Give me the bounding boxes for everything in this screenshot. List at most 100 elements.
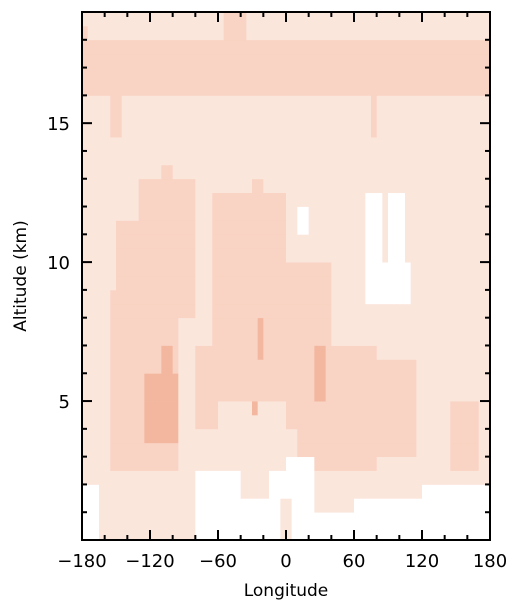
heatmap-cell <box>331 373 338 388</box>
heatmap-cell <box>473 220 480 235</box>
heatmap-cell <box>286 206 293 221</box>
heatmap-cell <box>365 414 372 430</box>
heatmap-cell <box>484 289 491 305</box>
heatmap-cell <box>246 442 253 458</box>
heatmap-cell <box>450 526 457 541</box>
heatmap-cell <box>252 470 259 485</box>
heatmap-cell <box>303 178 310 194</box>
heatmap-cell <box>172 317 179 332</box>
heatmap-cell <box>133 164 140 180</box>
heatmap-cell <box>127 81 134 96</box>
heatmap-cell <box>206 137 213 152</box>
heatmap-cell <box>297 498 304 513</box>
heatmap-cell <box>257 81 264 96</box>
heatmap-cell <box>365 178 372 194</box>
heatmap-cell <box>82 81 89 96</box>
heatmap-cell <box>308 526 315 541</box>
heatmap-cell <box>144 289 151 305</box>
heatmap-cell <box>320 289 327 305</box>
heatmap-cell <box>161 220 168 235</box>
heatmap-cell <box>444 25 451 41</box>
heatmap-cell <box>269 95 276 110</box>
heatmap-cell <box>303 456 310 471</box>
heatmap-cell <box>382 456 389 471</box>
heatmap-cell <box>184 387 191 402</box>
heatmap-cell <box>229 25 236 41</box>
heatmap-cell <box>286 428 293 444</box>
heatmap-cell <box>376 512 383 527</box>
heatmap-cell <box>416 12 423 27</box>
heatmap-cell <box>325 484 332 499</box>
heatmap-cell <box>450 498 457 513</box>
heatmap-cell <box>450 345 457 360</box>
heatmap-cell <box>359 137 366 152</box>
heatmap-cell <box>308 456 315 471</box>
heatmap-cell <box>104 137 111 152</box>
heatmap-cell <box>444 345 451 360</box>
heatmap-cell <box>388 428 395 444</box>
heatmap-cell <box>127 498 134 513</box>
heatmap-cell <box>376 359 383 374</box>
heatmap-cell <box>218 317 225 332</box>
heatmap-cell <box>291 498 298 513</box>
heatmap-cell <box>348 220 355 235</box>
heatmap-cell <box>450 484 457 499</box>
heatmap-cell <box>405 526 412 541</box>
heatmap-cell <box>235 373 242 388</box>
heatmap-cell <box>433 262 440 277</box>
heatmap-cell <box>320 428 327 444</box>
heatmap-cell <box>240 164 247 180</box>
heatmap-cell <box>127 150 134 166</box>
heatmap-cell <box>178 331 185 346</box>
heatmap-cell <box>467 164 474 180</box>
heatmap-cell <box>252 39 259 55</box>
heatmap-cell <box>473 359 480 374</box>
heatmap-cell <box>416 359 423 374</box>
heatmap-cell <box>461 81 468 96</box>
heatmap-cell <box>331 12 338 27</box>
heatmap-cell <box>252 248 259 263</box>
heatmap-cell <box>376 442 383 458</box>
heatmap-cell <box>223 317 230 332</box>
heatmap-cell <box>439 137 446 152</box>
heatmap-cell <box>82 526 89 541</box>
heatmap-cell <box>382 526 389 541</box>
heatmap-cell <box>144 401 151 416</box>
heatmap-cell <box>178 137 185 152</box>
heatmap-cell <box>235 289 242 305</box>
heatmap-cell <box>121 109 128 124</box>
heatmap-cell <box>461 150 468 166</box>
heatmap-cell <box>354 81 361 96</box>
heatmap-cell <box>99 81 106 96</box>
heatmap-cell <box>320 109 327 124</box>
heatmap-cell <box>167 248 174 263</box>
heatmap-cell <box>444 109 451 124</box>
heatmap-cell <box>246 12 253 27</box>
heatmap-cell <box>263 414 270 430</box>
heatmap-cell <box>371 262 378 277</box>
heatmap-cell <box>467 526 474 541</box>
heatmap-cell <box>172 25 179 41</box>
heatmap-cell <box>257 123 264 138</box>
heatmap-cell <box>308 498 315 513</box>
heatmap-cell <box>127 470 134 485</box>
heatmap-cell <box>257 178 264 194</box>
heatmap-cell <box>348 331 355 346</box>
heatmap-cell <box>144 67 151 82</box>
heatmap-cell <box>201 317 208 332</box>
heatmap-cell <box>410 109 417 124</box>
heatmap-cell <box>110 67 117 82</box>
heatmap-cell <box>308 95 315 110</box>
heatmap-cell <box>388 345 395 360</box>
heatmap-cell <box>218 303 225 319</box>
heatmap-cell <box>223 39 230 55</box>
heatmap-cell <box>467 178 474 194</box>
heatmap-cell <box>467 262 474 277</box>
heatmap-cell <box>359 373 366 388</box>
heatmap-cell <box>201 12 208 27</box>
heatmap-cell <box>195 234 202 249</box>
heatmap-cell <box>286 484 293 499</box>
heatmap-cell <box>144 137 151 152</box>
heatmap-cell <box>206 345 213 360</box>
heatmap-cell <box>393 345 400 360</box>
